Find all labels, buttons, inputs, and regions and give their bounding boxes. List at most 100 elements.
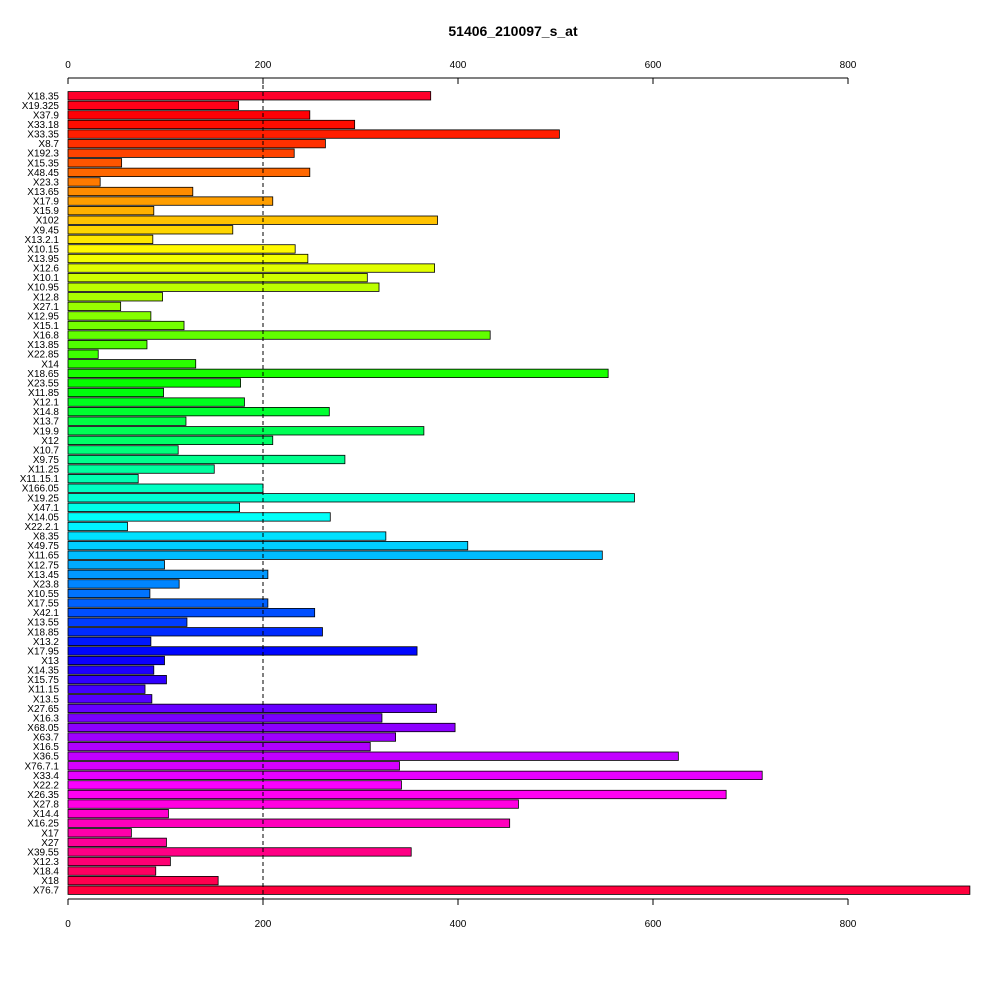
bar <box>67 311 152 321</box>
tick-label: 200 <box>255 60 272 71</box>
category-label: X17.95 <box>27 646 59 657</box>
category-label: X39.55 <box>27 847 59 858</box>
category-label: X14.4 <box>33 809 60 820</box>
bar <box>67 828 132 838</box>
category-label: X192.3 <box>27 149 59 160</box>
bar <box>67 588 151 599</box>
category-label: X48.45 <box>27 168 59 179</box>
bar <box>67 301 122 311</box>
category-label: X13 <box>41 656 59 667</box>
category-label: X10.15 <box>27 244 59 255</box>
bar <box>67 665 155 675</box>
category-label: X18.4 <box>33 867 60 878</box>
bar <box>67 818 511 828</box>
bar <box>67 119 356 130</box>
category-label: X13.7 <box>33 417 60 428</box>
bar <box>67 742 371 752</box>
category-label: X47.1 <box>33 503 60 514</box>
bar <box>67 464 215 474</box>
category-label: X22.2.1 <box>25 522 60 533</box>
category-label: X13.5 <box>33 694 60 705</box>
bar <box>67 234 154 244</box>
category-label: X12.95 <box>27 311 59 322</box>
bar <box>67 253 309 264</box>
category-labels: X18.35X19.325X37.9X33.18X33.35X8.7X192.3… <box>20 91 60 896</box>
category-label: X14.8 <box>33 407 60 418</box>
category-label: X10.1 <box>33 273 60 284</box>
bar <box>67 273 368 283</box>
category-label: X12.75 <box>27 560 59 571</box>
tick-label: 400 <box>450 919 467 930</box>
category-label: X17.9 <box>33 197 60 208</box>
tick-label: 600 <box>645 60 662 71</box>
bar <box>67 196 274 206</box>
category-label: X18 <box>41 876 59 887</box>
bar <box>67 474 139 484</box>
category-label: X19.9 <box>33 426 60 437</box>
category-label: X23.3 <box>33 177 60 188</box>
bar <box>67 675 167 685</box>
bar <box>67 244 296 254</box>
bar <box>67 512 331 522</box>
category-label: X14.05 <box>27 512 59 523</box>
category-label: X16.25 <box>27 819 59 830</box>
category-label: X13.45 <box>27 570 59 581</box>
bar <box>67 617 188 627</box>
bar <box>67 789 727 800</box>
category-label: X26.35 <box>27 790 59 801</box>
category-label: X13.2.1 <box>25 235 60 246</box>
tick-label: 0 <box>65 919 71 930</box>
bar <box>67 100 240 110</box>
category-label: X16.8 <box>33 331 60 342</box>
bar <box>67 397 245 407</box>
bar <box>67 416 187 426</box>
category-label: X11.15.1 <box>20 474 60 485</box>
category-label: X19.25 <box>27 493 59 504</box>
category-label: X16.3 <box>33 713 60 724</box>
bar <box>67 139 326 149</box>
category-label: X76.7.1 <box>25 761 60 772</box>
bar <box>67 627 323 637</box>
category-label: X17 <box>41 828 59 839</box>
bar <box>67 148 295 158</box>
category-label: X11.15 <box>28 685 59 696</box>
category-label: X76.7 <box>33 886 60 897</box>
bars-layer <box>67 91 971 895</box>
category-label: X14 <box>41 359 59 370</box>
category-label: X22.2 <box>33 780 60 791</box>
bar <box>67 359 197 369</box>
category-label: X11.25 <box>28 465 59 476</box>
category-label: X37.9 <box>33 110 60 121</box>
bar <box>67 751 679 761</box>
category-label: X22.85 <box>27 350 59 361</box>
category-label: X27.1 <box>33 302 60 313</box>
bar <box>67 780 402 790</box>
category-label: X15.9 <box>33 206 60 217</box>
bar <box>67 866 157 876</box>
category-label: X33.4 <box>33 771 60 782</box>
bar <box>67 263 436 273</box>
category-label: X27.65 <box>27 704 59 715</box>
bar <box>67 435 274 445</box>
bar <box>67 110 311 120</box>
bar <box>67 550 603 560</box>
category-label: X12.1 <box>33 398 60 409</box>
tick-label: 0 <box>65 60 71 71</box>
bar <box>67 770 763 780</box>
tick-label: 800 <box>840 60 857 71</box>
bar <box>67 722 456 733</box>
bar <box>67 579 180 589</box>
bar <box>67 493 635 503</box>
bar <box>67 158 123 168</box>
bar <box>67 502 241 512</box>
bar <box>67 885 971 895</box>
category-label: X17.55 <box>27 599 59 610</box>
bar <box>67 330 491 340</box>
bar <box>67 454 346 465</box>
bar <box>67 569 269 579</box>
bar <box>67 387 164 398</box>
bar <box>67 167 311 177</box>
category-label: X8.35 <box>33 532 60 543</box>
bar <box>67 483 264 493</box>
